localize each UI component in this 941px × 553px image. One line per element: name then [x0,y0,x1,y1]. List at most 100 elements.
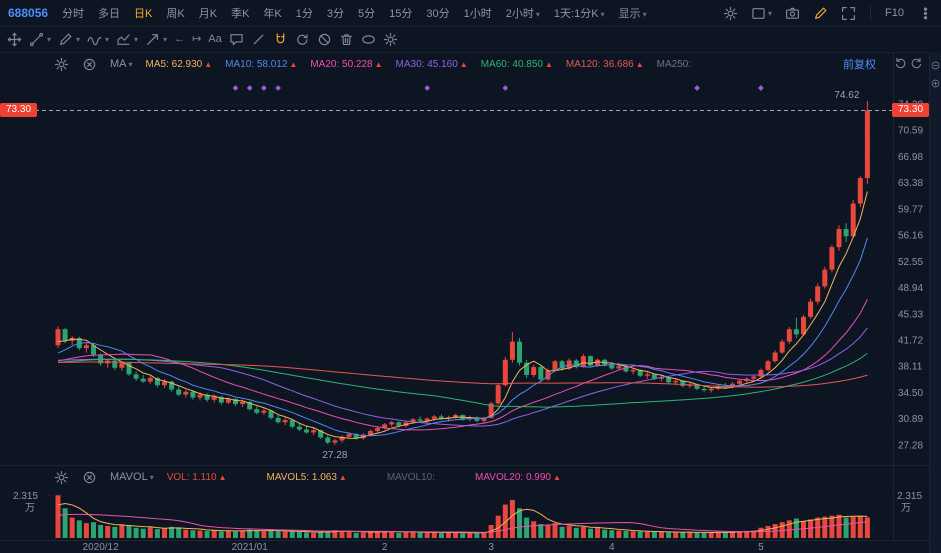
wave-line-icon[interactable]: ▾ [87,32,109,47]
indicator-value: MAVOL10: [386,471,436,483]
ellipse-shape-icon[interactable] [361,32,376,47]
more-vert-icon[interactable] [918,6,933,21]
magnet-icon[interactable] [273,32,288,47]
svg-text:34.50: 34.50 [898,388,923,399]
redo-icon[interactable] [910,56,923,69]
magnet-icon[interactable] [273,32,288,47]
volume-chart[interactable] [0,465,941,540]
period-tab-分时[interactable]: 分时 [62,8,85,20]
chevron-down-icon: ▾ [134,34,139,44]
indicator-selector[interactable]: MA ▾ [110,58,133,70]
main-candlestick-chart[interactable]: 74.2070.5966.9863.3859.7756.1652.5548.94… [0,52,941,465]
zoom-in-icon[interactable] [931,79,940,88]
drawing-toolbar: ▾ ▾ ▾ ▾ ▾ ← ↦ Aa [0,26,941,53]
close-circle-icon[interactable] [82,470,97,485]
period-tab-1小时[interactable]: 1小时 [463,8,492,20]
draw-pencil-icon[interactable] [813,6,828,21]
undo-icon[interactable] [894,56,907,69]
arrow-bar-right-tool[interactable]: ↦ [192,33,201,45]
volume-scale-left: 2.315 万 [13,491,38,515]
settings-gear-icon[interactable] [54,470,69,485]
continuous-draw-icon[interactable] [295,32,310,47]
indicator-value: MAVOL20: 0.990 ▲ [475,471,561,483]
arrow-marker-icon[interactable] [145,32,160,47]
indicator-selector[interactable]: MAVOL ▾ [110,471,154,483]
indicator-value: MA10: 58.012 ▲ [225,58,298,70]
layout-box-icon[interactable] [751,6,766,21]
chevron-down-icon: ▾ [163,34,168,44]
trash-icon[interactable] [339,32,354,47]
zoom-out-icon[interactable] [931,61,940,70]
hide-drawings-ban-icon[interactable] [317,32,332,47]
period-tab-日K[interactable]: 日K [134,8,153,20]
comment-bubble-icon[interactable] [229,32,244,47]
close-circle-icon[interactable] [82,57,97,72]
arrow-marker-icon[interactable]: ▾ [145,32,167,47]
period-tab-周K[interactable]: 周K [166,8,185,20]
fullscreen-expand-icon[interactable] [841,6,856,21]
volume-scale-right: 2.315 万 [897,491,922,515]
up-triangle-icon: ▲ [338,472,347,482]
period-tab-年K[interactable]: 年K [263,8,282,20]
continuous-draw-icon[interactable] [295,32,310,47]
pattern-shape-icon[interactable]: ▾ [116,32,138,47]
svg-text:27.28: 27.28 [898,440,923,451]
trend-line-icon[interactable]: ▾ [29,32,51,47]
period-tab-月K[interactable]: 月K [198,8,218,20]
svg-text:38.11: 38.11 [898,362,923,373]
svg-text:30.89: 30.89 [898,414,923,425]
svg-text:52.55: 52.55 [898,257,923,268]
indicator-value: MA250: [656,58,692,70]
x-axis[interactable]: 2020/12 2021/01 2 3 4 5 [0,540,941,553]
stock-code[interactable]: 688056 [8,6,49,20]
period-tab-季K[interactable]: 季K [231,8,250,20]
up-triangle-icon: ▲ [459,59,468,69]
f10-button[interactable]: F10 [885,7,904,19]
hide-drawings-ban-icon[interactable] [317,32,332,47]
pencil-draw-icon[interactable]: ▾ [58,32,80,47]
chevron-down-icon: ▾ [600,10,605,19]
svg-text:41.72: 41.72 [898,335,923,346]
pencil-draw-icon[interactable] [58,32,73,47]
camera-icon[interactable] [785,6,800,21]
adjust-mode-selector[interactable]: 前复权 [843,59,876,71]
move-cross-icon[interactable] [7,32,22,47]
arrow-left-tool[interactable]: ← [174,33,185,45]
indicator-value: MAVOL5: 1.063 ▲ [266,471,347,483]
period-tab-显示[interactable]: 显示 ▾ [618,8,647,20]
period-tab-1分[interactable]: 1分 [295,8,313,20]
tool-settings-gear-icon[interactable] [383,32,398,47]
period-tab-5分[interactable]: 5分 [358,8,376,20]
ellipse-shape-icon[interactable] [361,32,376,47]
period-tab-多日[interactable]: 多日 [98,8,121,20]
trend-line-icon[interactable] [29,32,44,47]
x-axis-label: 2 [381,542,388,553]
tool-settings-gear-icon[interactable] [383,32,398,47]
chevron-down-icon: ▾ [149,473,154,482]
settings-gear-icon[interactable] [723,6,738,21]
comment-bubble-icon[interactable] [229,32,244,47]
volume-scale-max: 2.315 [13,491,39,502]
wave-line-icon[interactable] [87,32,102,47]
up-triangle-icon: ▲ [553,472,561,482]
svg-text:59.77: 59.77 [898,204,923,215]
settings-gear-icon[interactable] [54,57,69,72]
svg-text:45.33: 45.33 [898,309,923,320]
move-cross-icon[interactable] [7,32,22,47]
period-tab-30分[interactable]: 30分 [426,8,450,20]
line-segment-icon[interactable] [251,32,266,47]
line-segment-icon[interactable] [251,32,266,47]
trash-icon[interactable] [339,32,354,47]
up-triangle-icon: ▲ [544,59,553,69]
period-tab-15分[interactable]: 15分 [389,8,413,20]
period-tab-3分[interactable]: 3分 [326,8,345,20]
text-tool-tool[interactable]: Aa [208,33,221,45]
chevron-down-icon: ▾ [642,10,647,19]
period-tab-2小时[interactable]: 2小时 ▾ [505,8,540,20]
topbar-icon-group: ▾ [723,6,856,21]
topbar: 688056 分时 多日 日K 周K 月K 季K 年K 1分 3分 5分 15分 30分 1小时 2小时 ▾… [0,0,941,27]
period-tab-1天:1分K[interactable]: 1天:1分K ▾ [553,8,605,20]
x-axis-label: 2021/01 [231,542,268,553]
pattern-shape-icon[interactable] [116,32,131,47]
